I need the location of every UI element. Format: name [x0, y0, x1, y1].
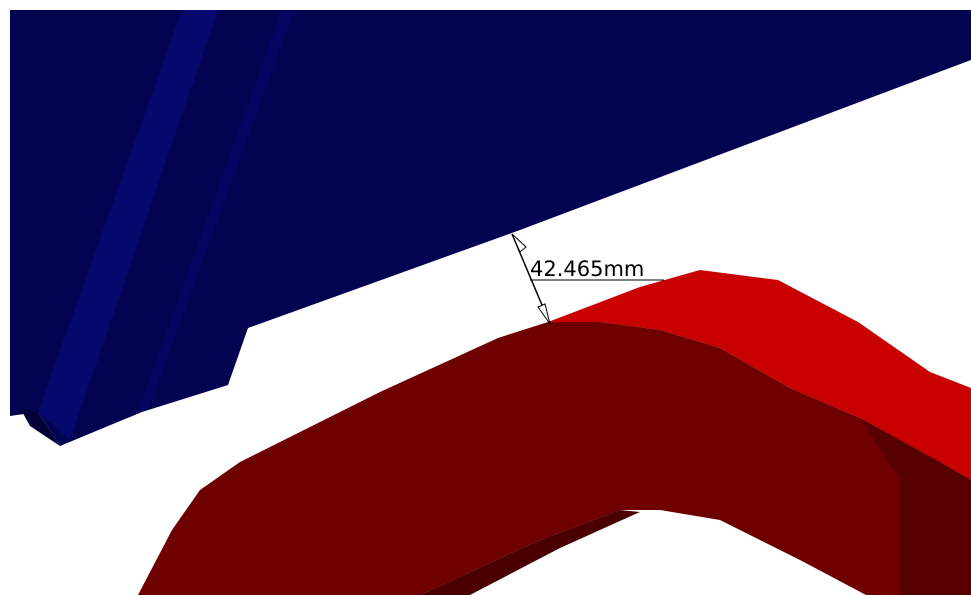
double-headed-arrow-icon — [511, 233, 527, 253]
lower-part-top-face[interactable] — [548, 270, 971, 480]
lower-part-right-shade — [860, 418, 971, 595]
upper-part-lower-edge — [20, 408, 60, 446]
upper-part[interactable] — [10, 10, 971, 446]
upper-part-edge-highlight-2 — [138, 10, 294, 412]
lower-part-side-face[interactable] — [138, 322, 971, 595]
measurement-value-label[interactable]: 42.465mm — [530, 257, 645, 281]
lower-part-shadow — [420, 510, 640, 595]
upper-part-edge-highlight — [38, 10, 218, 440]
dimension-arrow-bottom-icon — [537, 303, 551, 325]
distance-measurement[interactable] — [511, 233, 664, 325]
lower-part[interactable] — [138, 270, 971, 595]
